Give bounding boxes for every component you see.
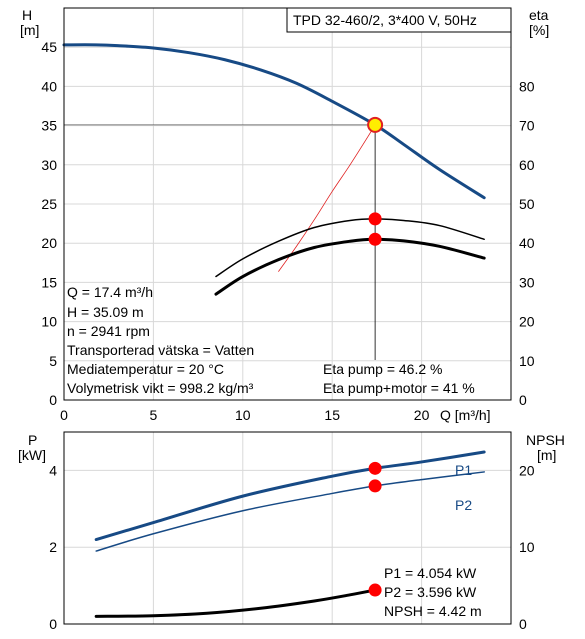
eta-tick-label: 70 [519,118,535,134]
head-tick-label: 10 [41,314,57,330]
eta-axis-ticks: 0 10 20 30 40 50 60 70 80 [519,78,535,408]
head-tick-label: 40 [41,78,57,94]
eta-tick-label: 20 [519,314,535,330]
info-p2: P2 = 3.596 kW [384,584,477,600]
head-curve [62,43,486,200]
x-tick-label: 15 [324,407,340,423]
npsh-tick-label: 0 [519,616,527,632]
head-tick-label: 15 [41,274,57,290]
chart-title: TPD 32-460/2, 3*400 V, 50Hz [293,12,477,28]
p1-curve-label: P1 [455,462,472,478]
eta-axis-unit: [%] [529,22,549,38]
head-chart-markers [367,116,384,246]
npsh-tick-label: 10 [519,539,535,555]
eta-axis-label: eta [529,7,549,23]
info-head: H = 35.09 m [67,304,144,320]
power-tick-label: 4 [49,462,57,478]
eta-tick-label: 40 [519,235,535,251]
power-axis-unit: [kW] [18,447,46,463]
eta-tick-label: 10 [519,353,535,369]
system-curve-curve [278,124,376,272]
head-tick-label: 45 [41,39,57,55]
head-tick-label: 25 [41,196,57,212]
npsh-axis-ticks: 0 10 20 [519,462,535,632]
eta-motor-point-marker [368,232,382,246]
P2-point-marker [368,479,382,493]
x-axis-ticks: 0 5 10 15 20 [60,407,429,423]
eta-tick-label: 0 [519,392,527,408]
npsh-tick-label: 20 [519,462,535,478]
operating-info: Q = 17.4 m³/h H = 35.09 m n = 2941 rpm T… [67,284,475,396]
head-tick-label: 5 [49,353,57,369]
info-eta-pump-motor: Eta pump+motor = 41 % [323,380,475,396]
head-tick-label: 20 [41,235,57,251]
info-flow: Q = 17.4 m³/h [67,284,153,300]
eta-tick-label: 60 [519,157,535,173]
head-chart: 0 5 10 15 20 0 5 10 15 20 25 30 35 40 45 0 10 20 30 40 50 6… [20,7,549,423]
NPSH-point-marker [368,583,382,597]
x-tick-label: 10 [235,407,251,423]
eta-pump-point-marker [368,212,382,226]
info-npsh: NPSH = 4.42 m [384,603,482,619]
head-axis-ticks: 0 5 10 15 20 25 30 35 40 45 [41,39,57,408]
x-tick-label: 0 [60,407,68,423]
duty-point-marker [367,116,384,133]
info-density: Volymetrisk vikt = 998.2 kg/m³ [67,380,254,396]
power-chart-markers [368,461,382,597]
power-tick-label: 0 [49,616,57,632]
eta-pump-curve [215,218,485,278]
eta-pump-motor-curve [214,237,486,296]
head-tick-label: 35 [41,118,57,134]
NPSH-curve [94,588,377,618]
power-chart: 0 2 4 0 10 20 P [kW] NPSH [m] P1 P2 P1 = 4.0… [18,431,565,632]
info-speed: n = 2941 rpm [67,323,150,339]
power-axis-label: P [28,432,37,448]
head-tick-label: 0 [49,392,57,408]
P2-curve [95,471,485,552]
P1-point-marker [368,461,382,475]
head-axis-label: H [22,7,32,23]
chart-title-box [286,7,512,33]
x-tick-label: 5 [150,407,158,423]
P1-curve [94,450,486,542]
p2-curve-label: P2 [455,497,472,513]
power-tick-label: 2 [49,539,57,555]
info-temperature: Mediatemperatur = 20 °C [67,361,224,377]
power-info: P1 = 4.054 kW P2 = 3.596 kW NPSH = 4.42 … [384,565,482,619]
head-axis-unit: [m] [20,22,39,38]
eta-tick-label: 80 [519,78,535,94]
npsh-axis-label: NPSH [526,432,565,448]
npsh-axis-unit: [m] [537,447,556,463]
info-p1: P1 = 4.054 kW [384,565,477,581]
x-tick-label: 20 [414,407,430,423]
eta-tick-label: 30 [519,274,535,290]
eta-tick-label: 50 [519,196,535,212]
power-axis-ticks: 0 2 4 [49,462,57,632]
head-tick-label: 30 [41,157,57,173]
info-liquid: Transporterad vätska = Vatten [67,342,254,358]
info-eta-pump: Eta pump = 46.2 % [323,361,442,377]
power-chart-frame [63,431,512,625]
power-chart-series [94,450,486,618]
head-chart-series [62,43,486,296]
x-axis-label: Q [m³/h] [440,407,491,423]
